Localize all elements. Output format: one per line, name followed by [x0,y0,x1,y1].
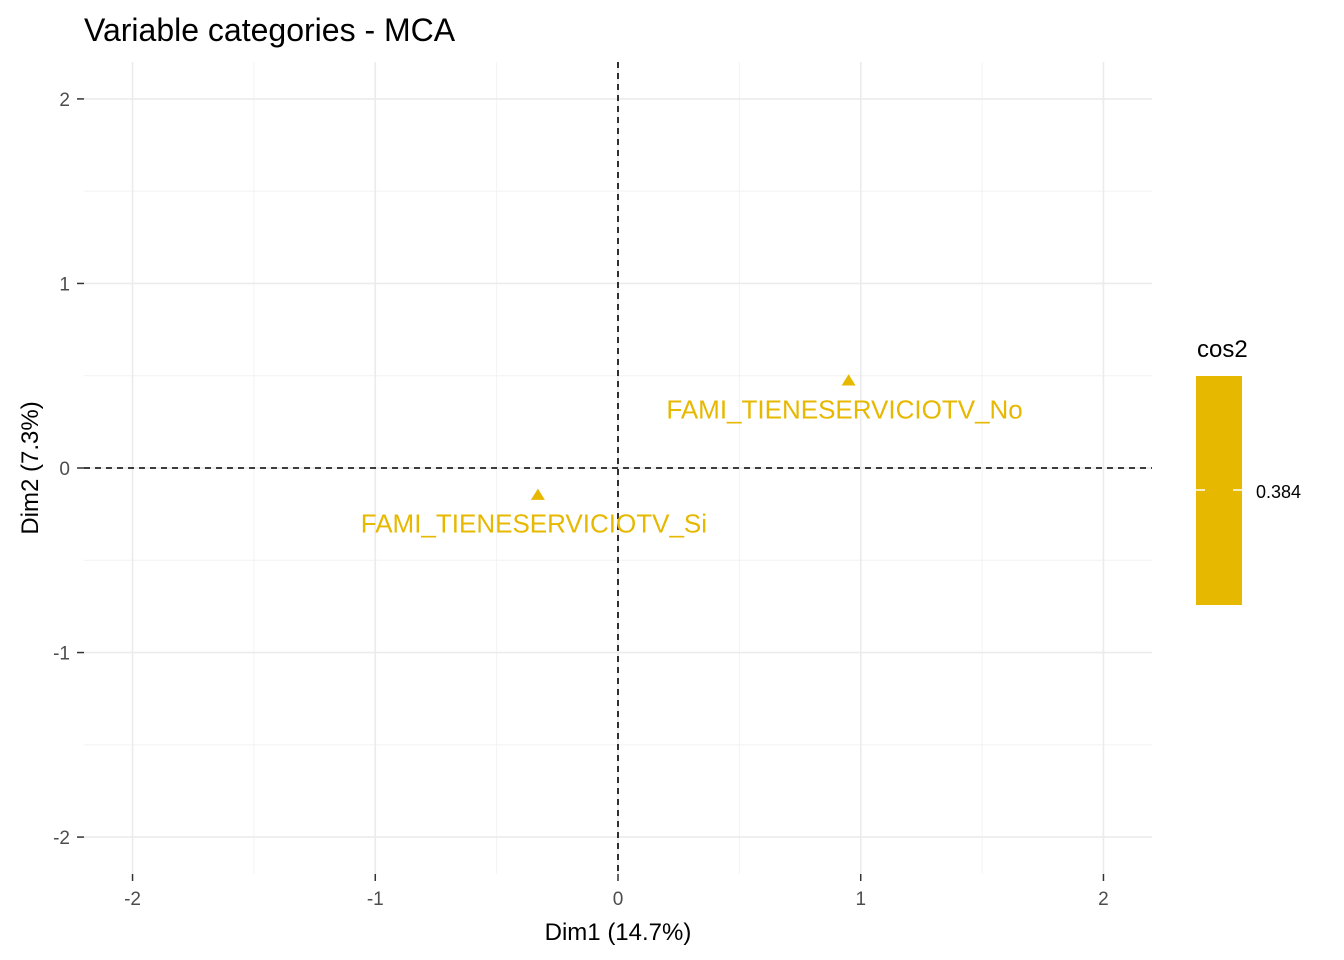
point-label: FAMI_TIENESERVICIOTV_No [666,394,1022,424]
x-axis-label: Dim1 (14.7%) [545,919,692,946]
x-tick-label: 0 [613,889,624,910]
point-marker [841,374,856,386]
x-tick-label: -2 [124,889,141,910]
reference-lines [84,62,1152,874]
y-tick-label: -1 [53,644,70,665]
y-tick-label: 2 [59,90,70,111]
x-tick-label: 2 [1098,889,1109,910]
chart-title: Variable categories - MCA [84,12,456,48]
x-tick-label: -1 [367,889,384,910]
y-tick-label: -2 [53,828,70,849]
y-axis-label: Dim2 (7.3%) [17,401,44,534]
x-tick-label: 1 [855,889,866,910]
point-label: FAMI_TIENESERVICIOTV_Si [361,509,707,539]
data-points: FAMI_TIENESERVICIOTV_No FAMI_TIENESERVICI… [361,374,1023,539]
y-tick-label: 1 [59,274,70,295]
x-axis-ticks: -2 -1 0 1 2 [124,874,1109,910]
legend-tick-label: 0.384 [1256,482,1301,502]
point-marker [530,488,545,500]
y-tick-label: 0 [59,459,70,480]
y-axis-ticks: -2 -1 0 1 2 [53,90,84,849]
legend-title: cos2 [1197,336,1248,363]
legend: cos2 0.384 [1196,336,1301,605]
